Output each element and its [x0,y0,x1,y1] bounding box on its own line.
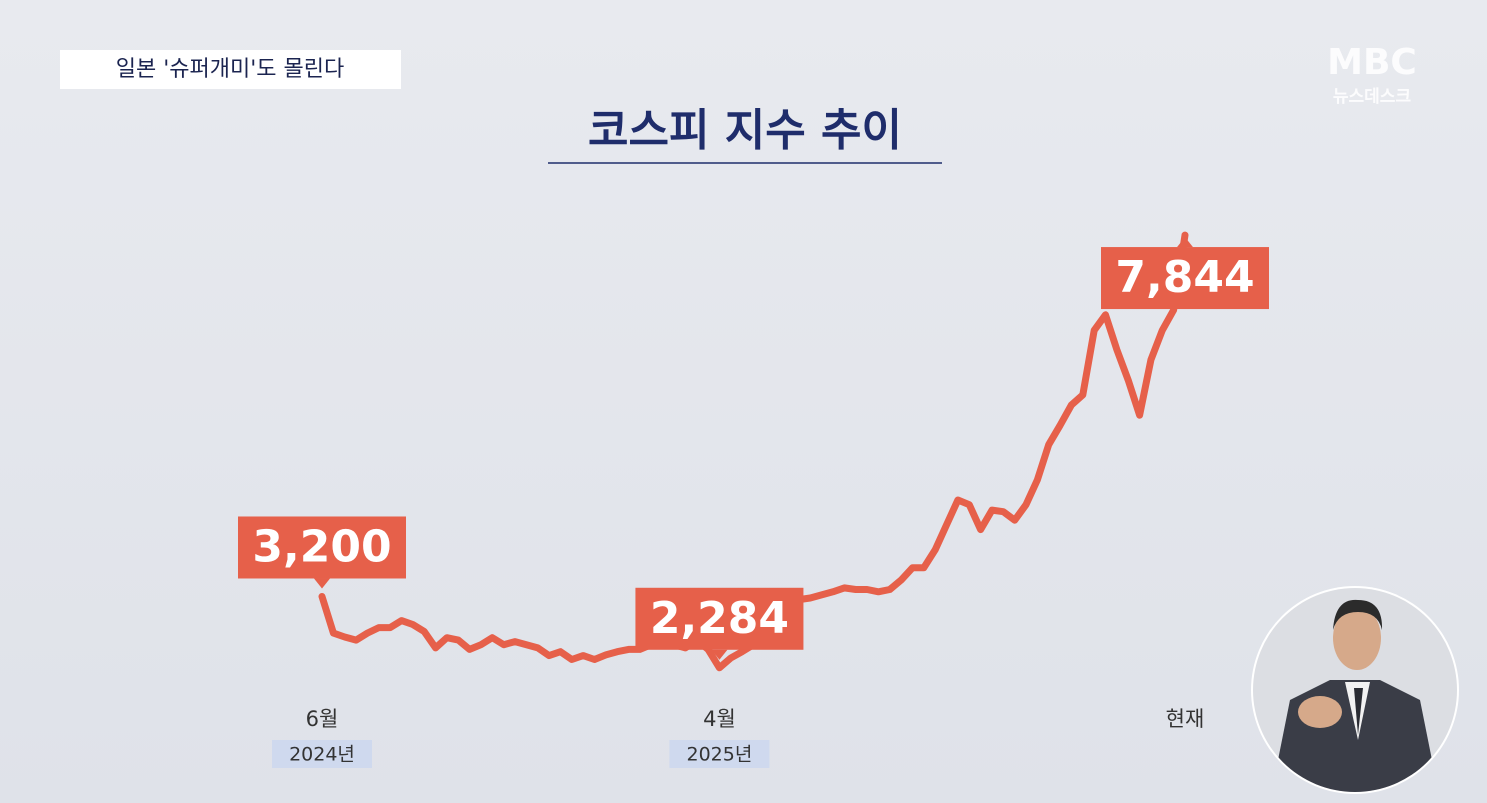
interpreter-video [1253,588,1457,792]
x-tick-year: 2024년 [289,744,355,766]
x-tick-label: 4월 [703,707,736,731]
data-label-box [1101,247,1269,310]
interpreter-hair [1333,599,1383,630]
headline: 일본 '슈퍼개미'도 몰린다 [116,57,344,82]
data-label: 7,844 [1115,252,1254,303]
year-box [272,740,372,768]
year-box [669,740,770,768]
x-tick-label: 6월 [306,707,339,731]
x-tick-label: 현재 [1166,707,1205,731]
data-label-box [635,587,804,650]
data-label: 2,284 [650,593,789,644]
data-label-pointer [1177,237,1193,248]
chart-title: 코스피 지수 추이 [588,105,902,156]
interpreter-head [1333,606,1381,670]
logo-brand: MBC [1327,42,1417,83]
data-label-box [238,516,406,579]
interpreter-hand [1298,696,1342,728]
interpreter [1251,586,1459,794]
plot: 6월 2024년 4월 2025년 현재 3,200 2,284 7,844 [238,231,1269,768]
logo-program: 뉴스데스크 [1333,87,1412,107]
data-label-pointer [314,578,330,589]
data-label-pointer [711,649,728,660]
x-tick-year: 2025년 [687,744,753,766]
data-label: 3,200 [252,521,391,572]
headline-box [60,50,401,89]
interpreter-tie [1354,688,1363,735]
